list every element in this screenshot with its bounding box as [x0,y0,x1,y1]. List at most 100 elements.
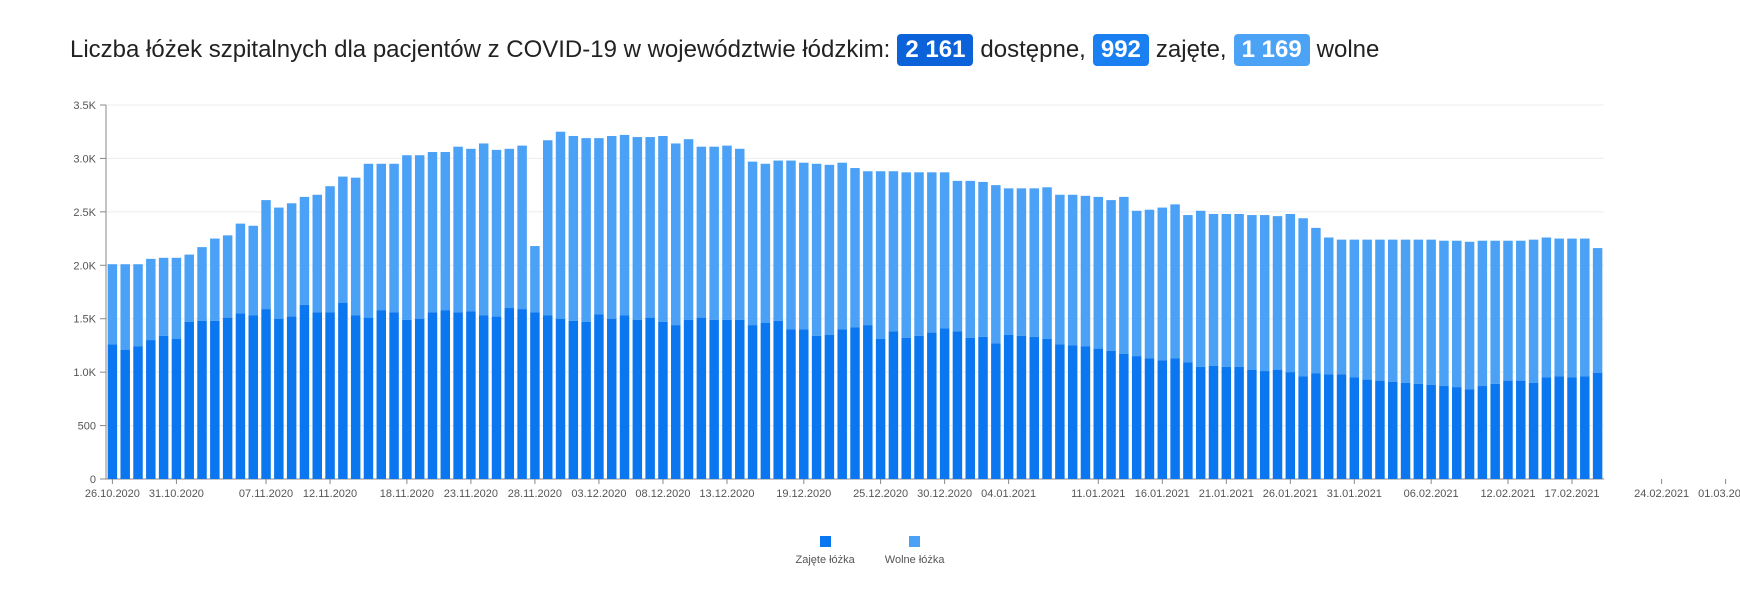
x-tick-label: 31.01.2021 [1327,488,1382,500]
bar-free [722,145,732,320]
bar-free [120,264,130,350]
x-tick-label: 01.03.2021 [1698,488,1740,500]
bar-occupied [363,317,374,479]
bar-free [555,131,566,319]
bar-occupied [1195,366,1206,479]
bar-free [530,246,540,313]
bar-occupied [1067,345,1078,479]
bar-occupied [1580,376,1590,479]
bar-occupied [1464,389,1475,479]
bar-free [824,164,835,335]
bar-occupied [1170,358,1180,479]
bar-free [914,172,924,336]
bar-occupied [696,317,707,479]
bar-free [453,146,463,313]
bar-occupied [1055,344,1065,479]
bar-free [1029,188,1039,337]
bar-free [1106,200,1116,351]
legend-item-occupied[interactable]: Zajęte łóżka [795,536,855,566]
bar-occupied [184,321,194,479]
legend-label-occupied: Zajęte łóżka [795,554,855,566]
bar-occupied [1259,371,1270,479]
bar-free [1221,213,1232,367]
bar-occupied [619,315,630,479]
bar-occupied [1400,382,1411,479]
bar-occupied [312,312,322,479]
bar-occupied [735,319,745,479]
x-tick-label: 30.12.2020 [917,488,972,500]
bar-occupied [952,331,963,479]
bar-free [1477,240,1488,387]
y-tick-label: 1.0K [73,367,96,379]
bar-free [1413,239,1424,384]
bar-occupied [376,310,387,479]
x-tick-label: 07.11.2020 [239,488,293,500]
bar-occupied [1144,358,1155,479]
bar-free [1170,204,1180,359]
bar-occupied [1503,380,1513,479]
bar-free [1285,213,1296,373]
bar-occupied [671,325,681,479]
bar-free [1195,210,1206,367]
bar-occupied [1247,370,1257,479]
x-tick-label: 23.11.2020 [444,488,498,500]
bar-free [671,143,681,326]
bar-occupied [427,312,438,479]
bar-occupied [824,334,835,479]
y-tick-label: 0 [90,474,96,486]
bar-occupied [683,319,694,479]
bar-occupied [1285,372,1296,479]
bar-free [1323,237,1334,375]
bar-free [632,137,643,320]
bar-occupied [1003,334,1014,479]
bar-free [235,223,246,314]
bar-occupied [286,316,297,479]
bar-occupied [1042,339,1052,479]
bar-free [414,155,425,319]
bar-occupied [888,331,899,479]
bar-free [1452,240,1462,388]
bar-free [1388,239,1398,382]
x-tick-label: 03.12.2020 [571,488,626,500]
bar-free [504,148,515,309]
bar-free [286,203,297,317]
bar-occupied [863,325,873,479]
chart-legend: Zajęte łóżka Wolne łóżka [0,536,1740,566]
bar-occupied [1311,373,1321,479]
bar-free [107,264,118,345]
legend-item-free[interactable]: Wolne łóżka [885,536,945,566]
bar-occupied [453,312,463,479]
bar-free [1119,196,1129,354]
bar-occupied [542,315,553,479]
bar-occupied [901,337,911,479]
x-tick-label: 28.11.2020 [508,488,562,500]
bar-occupied [1439,386,1449,479]
bar-occupied [1336,374,1347,479]
bar-occupied [799,329,809,479]
bar-occupied [709,319,719,479]
bar-occupied [440,310,451,479]
bar-free [952,180,963,332]
bar-occupied [1528,382,1539,479]
bar-free [901,172,911,338]
bar-free [888,171,899,332]
bar-free [517,145,527,310]
bar-free [927,172,937,333]
bar-free [939,172,950,329]
bar-free [658,135,668,322]
bar-free [1362,239,1372,380]
bar-free [606,135,617,319]
total-beds-badge: 2 161 [897,34,974,66]
bar-free [1592,248,1603,373]
bar-occupied [1106,350,1116,479]
bar-free [1349,239,1360,378]
bar-occupied [197,320,207,479]
bar-free [1375,239,1385,381]
bar-occupied [773,320,783,479]
bar-free [760,163,771,323]
bar-occupied [1452,387,1462,479]
x-tick-label: 31.10.2020 [149,488,204,500]
bar-free [863,171,873,326]
bar-occupied [1490,383,1500,479]
